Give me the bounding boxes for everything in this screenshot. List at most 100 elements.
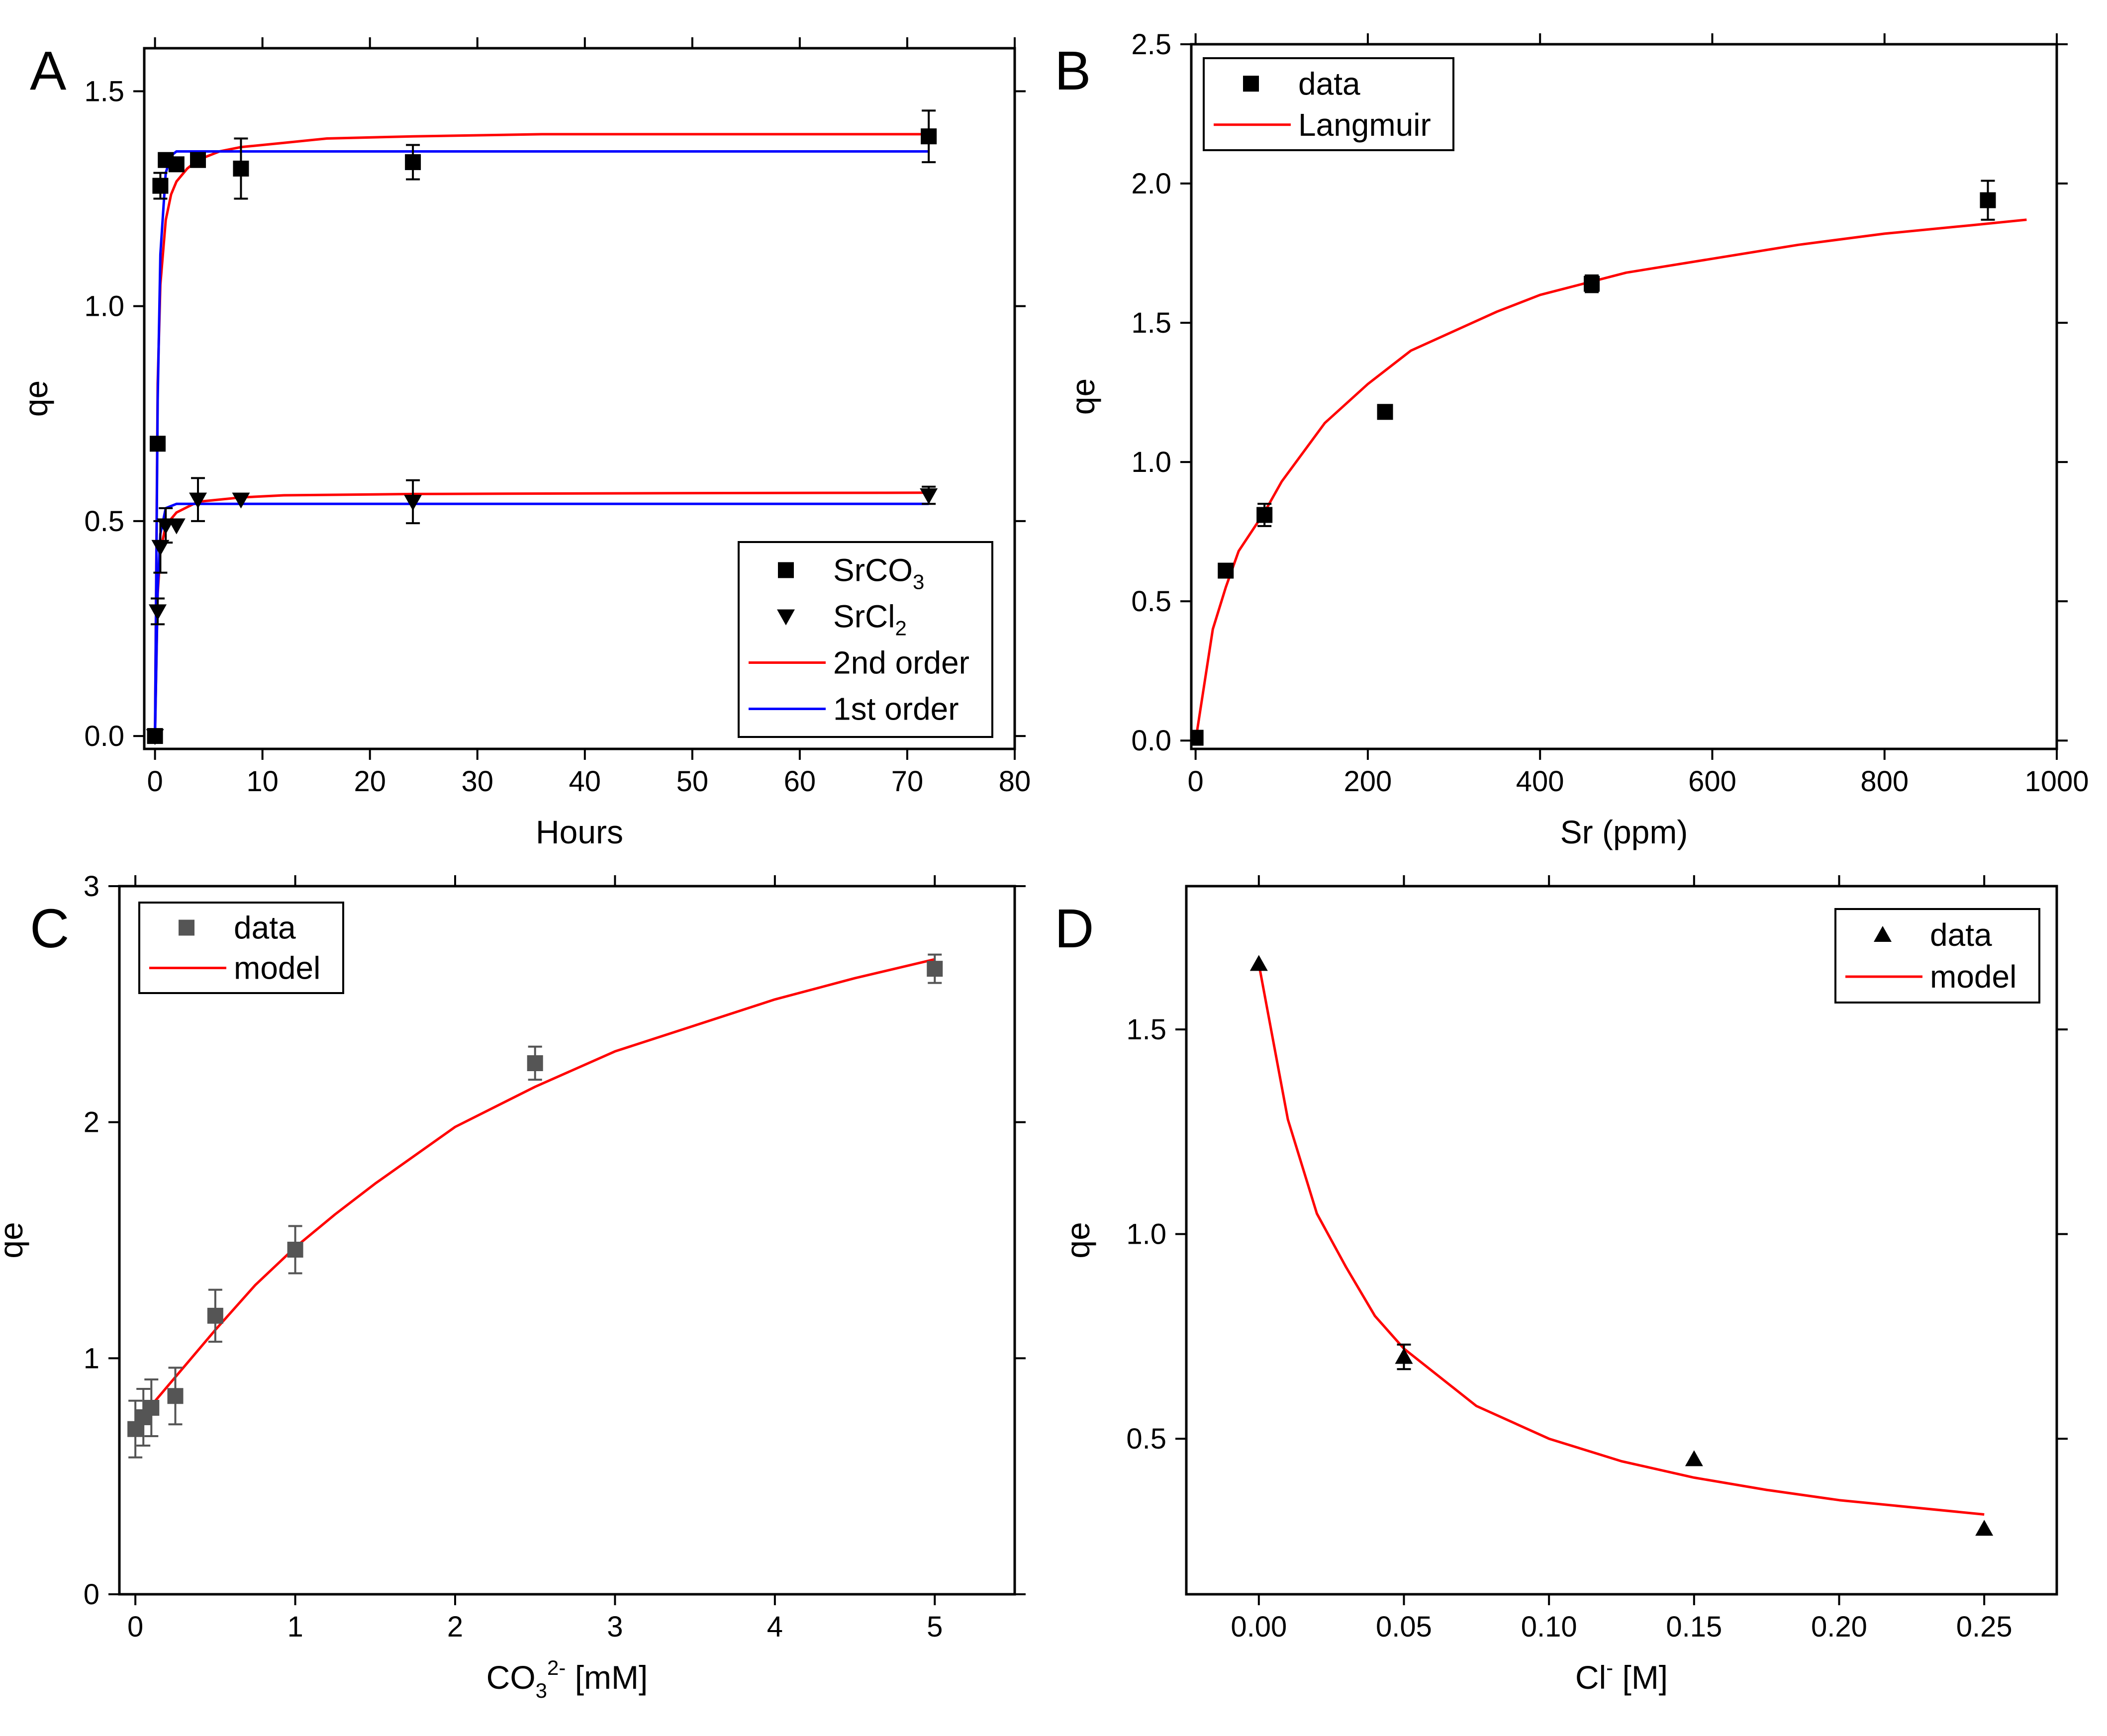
data-point — [151, 540, 170, 556]
legend-marker — [179, 919, 194, 936]
y-tick-label: 1.0 — [1131, 446, 1171, 478]
x-tick-label: 10 — [246, 765, 279, 798]
legend-label: SrCl2 — [833, 599, 907, 640]
data-point — [232, 492, 250, 509]
y-axis-label: qe — [1059, 1222, 1096, 1258]
y-tick-label: 1.0 — [1126, 1218, 1166, 1251]
legend: data Langmuir — [1203, 57, 1454, 151]
x-tick-label: 0.10 — [1521, 1611, 1577, 1643]
data-point — [167, 1388, 184, 1404]
series-line-5 — [154, 502, 929, 736]
y-axis-label: qe — [17, 380, 54, 417]
data-point — [146, 729, 164, 745]
data-point — [1980, 192, 1996, 208]
data-point — [1685, 1450, 1703, 1466]
data-point — [1975, 1520, 1994, 1536]
panel-letter: B — [1054, 40, 1091, 101]
y-tick-label: 3 — [84, 870, 99, 903]
x-axis-label: Cl- [M] — [1575, 1656, 1668, 1696]
x-tick-label: 2 — [447, 1611, 463, 1643]
plot-frame — [1190, 43, 2058, 750]
x-tick-label: 20 — [354, 765, 386, 798]
data-point — [167, 518, 186, 535]
x-axis-label: Hours — [536, 814, 623, 850]
data-point — [149, 604, 167, 621]
x-tick-label: 200 — [1344, 765, 1392, 798]
legend-label: data — [1298, 66, 1360, 101]
y-axis-label: qe — [0, 1222, 29, 1258]
series-line-4 — [154, 150, 929, 736]
legend-label: 1st order — [833, 691, 959, 727]
x-tick-label: 400 — [1516, 765, 1564, 798]
legend-box — [138, 902, 344, 994]
y-tick-label: 2 — [84, 1106, 99, 1139]
data-point — [1377, 404, 1393, 420]
x-tick-label: 5 — [927, 1611, 943, 1643]
y-tick-label: 0 — [84, 1578, 99, 1611]
data-point — [287, 1241, 303, 1258]
legend-marker — [778, 562, 794, 578]
data-point — [1256, 507, 1273, 523]
data-point — [1191, 730, 1204, 746]
plot-frame — [143, 47, 1016, 750]
plot-area — [127, 953, 943, 1459]
data-point — [405, 154, 421, 171]
data-point — [1249, 955, 1268, 971]
x-axis-label: CO32- [mM] — [486, 1656, 648, 1702]
y-tick-label: 1.5 — [84, 75, 124, 107]
plot-frame — [118, 885, 1016, 1596]
x-tick-label: 0.00 — [1231, 1611, 1287, 1643]
x-tick-label: 0.15 — [1666, 1611, 1722, 1643]
series-line-1 — [1194, 218, 2027, 741]
legend-box — [1834, 908, 2040, 1004]
legend-label: SrCO3 — [833, 552, 924, 594]
plot-area — [1191, 180, 2027, 746]
x-tick-label: 0.20 — [1811, 1611, 1867, 1643]
y-tick-label: 2.0 — [1131, 168, 1171, 200]
data-point — [233, 161, 249, 177]
y-tick-label: 0.5 — [1126, 1423, 1166, 1455]
data-point — [143, 1400, 160, 1416]
legend-label: model — [234, 950, 320, 986]
legend: data model — [138, 902, 344, 994]
legend-label: data — [234, 910, 296, 946]
legend-marker — [1243, 76, 1259, 92]
x-tick-label: 0.05 — [1376, 1611, 1432, 1643]
legend-label: model — [1930, 959, 2016, 995]
legend: SrCO3 SrCl2 2nd order 1st order — [738, 541, 993, 738]
legend: data model — [1834, 908, 2040, 1004]
x-tick-label: 3 — [607, 1611, 623, 1643]
y-tick-label: 1.0 — [84, 290, 124, 323]
x-tick-label: 0 — [127, 1611, 143, 1643]
data-point — [404, 494, 422, 511]
x-axis-label: Sr (ppm) — [1560, 814, 1688, 850]
y-tick-label: 1 — [84, 1342, 99, 1374]
legend-label: 2nd order — [833, 645, 969, 681]
x-tick-label: 1 — [287, 1611, 303, 1643]
series-line-1 — [1257, 963, 1985, 1516]
panel-letter: D — [1054, 898, 1094, 959]
x-tick-label: 800 — [1860, 765, 1909, 798]
x-tick-label: 600 — [1688, 765, 1736, 798]
y-tick-label: 2.5 — [1131, 28, 1171, 61]
data-point — [168, 156, 185, 173]
plot-area — [146, 109, 938, 745]
x-tick-label: 80 — [999, 765, 1031, 798]
panel-b: B 0 200 400 600 800 1000 0.0 0.5 1.0 1.5 2.0 2.5 Sr (… — [1054, 28, 2089, 850]
y-tick-label: 0.5 — [84, 505, 124, 538]
data-point — [927, 961, 943, 977]
data-point — [921, 128, 937, 145]
data-point — [150, 436, 166, 452]
x-tick-label: 1000 — [2024, 765, 2089, 798]
data-point — [152, 178, 169, 194]
data-point — [920, 488, 938, 504]
panel-letter: C — [30, 898, 69, 959]
series-line-1 — [134, 958, 935, 1430]
data-point — [1584, 275, 1600, 292]
legend-label: data — [1930, 917, 1992, 953]
y-tick-label: 1.5 — [1126, 1013, 1166, 1046]
y-tick-label: 0.0 — [1131, 725, 1171, 757]
data-point — [207, 1307, 223, 1324]
panel-c: C 0 1 2 3 4 5 0 1 2 3 CO32- [mM] qe data model — [0, 870, 1026, 1702]
